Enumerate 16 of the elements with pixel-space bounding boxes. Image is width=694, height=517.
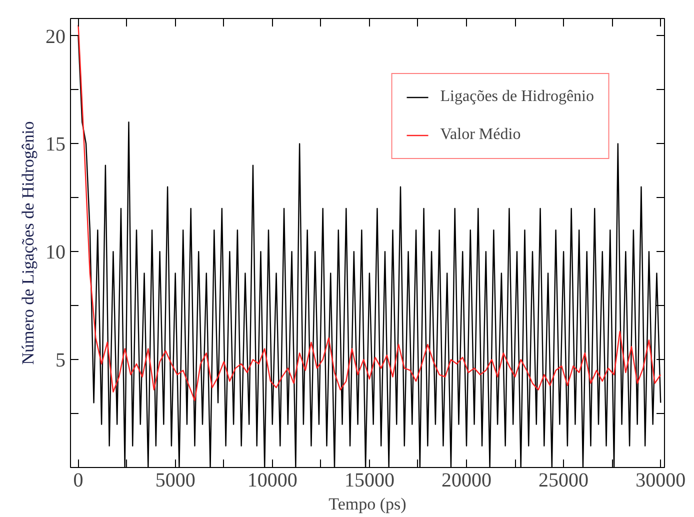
x-tick-label: 5000 xyxy=(155,470,196,492)
line-series xyxy=(78,24,662,402)
legend-label: Ligações de Hidrogênio xyxy=(440,88,594,106)
y-tick-label: 15 xyxy=(46,134,66,156)
y-tick-label: 10 xyxy=(46,242,66,264)
x-tick-label: 10000 xyxy=(247,470,298,492)
x-axis-title: Tempo (ps) xyxy=(328,494,406,514)
legend-label: Valor Médio xyxy=(440,126,521,144)
x-tick-label: 25000 xyxy=(538,470,589,492)
x-tick-label: 30000 xyxy=(636,470,686,492)
x-tick-label: 0 xyxy=(73,470,84,492)
y-tick-label: 20 xyxy=(46,26,66,48)
x-tick-label: 20000 xyxy=(442,470,492,492)
x-tick-label: 15000 xyxy=(344,470,394,492)
y-axis-title: Número de Ligações de Hidrogênio xyxy=(18,121,38,365)
y-tick-label: 5 xyxy=(56,350,66,372)
